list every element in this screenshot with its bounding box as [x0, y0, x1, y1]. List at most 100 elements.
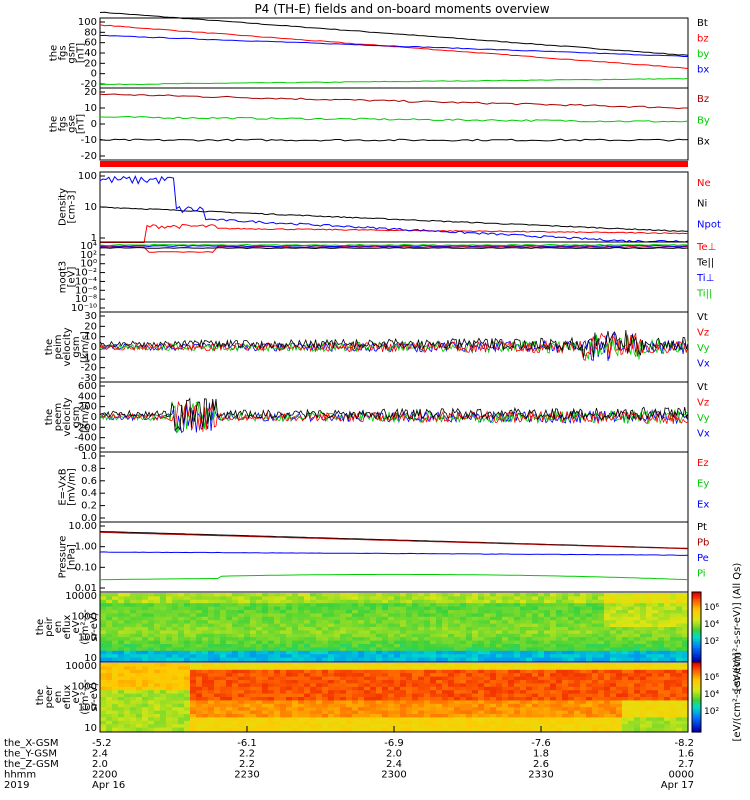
heatmap-cell	[514, 686, 521, 691]
heatmap-cell	[226, 676, 233, 681]
heatmap-cell	[118, 599, 125, 604]
heatmap-cell	[256, 630, 263, 635]
heatmap-cell	[232, 707, 239, 712]
heatmap-cell	[658, 647, 665, 652]
heatmap-cell	[682, 714, 689, 718]
heatmap-cell	[592, 599, 599, 604]
heatmap-cell	[280, 599, 287, 604]
heatmap-cell	[424, 693, 431, 698]
heatmap-cell	[676, 680, 683, 684]
heatmap-cell	[592, 720, 599, 725]
heatmap-cell	[442, 616, 449, 621]
heatmap-cell	[220, 603, 227, 608]
heatmap-cell	[256, 603, 263, 608]
heatmap-cell	[388, 657, 395, 662]
heatmap-cell	[352, 627, 359, 631]
heatmap-cell	[226, 630, 233, 635]
heatmap-cell	[214, 644, 221, 648]
heatmap-cell	[118, 657, 125, 662]
heatmap-cell	[454, 657, 461, 662]
heatmap-cell	[598, 616, 605, 621]
heatmap-cell	[472, 640, 479, 645]
heatmap-cell	[190, 657, 197, 662]
heatmap-cell	[634, 593, 641, 597]
heatmap-cell	[202, 690, 209, 695]
heatmap-cell	[316, 654, 323, 659]
heatmap-cell	[454, 630, 461, 635]
heatmap-cell	[274, 637, 281, 642]
ylabel-line: [km/s]	[80, 331, 91, 363]
heatmap-cell	[388, 610, 395, 614]
heatmap-cell	[382, 676, 389, 681]
heatmap-cell	[652, 647, 659, 652]
heatmap-cell	[502, 613, 509, 618]
heatmap-cell	[106, 606, 113, 611]
heatmap-cell	[466, 680, 473, 684]
heatmap-cell	[580, 650, 587, 655]
heatmap-cell	[592, 650, 599, 655]
heatmap-cell	[586, 613, 593, 618]
heatmap-cell	[526, 593, 533, 597]
heatmap-cell	[376, 657, 383, 662]
heatmap-cell	[382, 613, 389, 618]
heatmap-cell	[334, 627, 341, 631]
heatmap-cell	[298, 717, 305, 722]
heatmap-cell	[160, 640, 167, 645]
heatmap-cell	[226, 727, 233, 732]
heatmap-cell	[334, 606, 341, 611]
heatmap-cell	[484, 633, 491, 638]
heatmap-cell	[346, 690, 353, 695]
heatmap-cell	[160, 666, 167, 671]
heatmap-cell	[526, 727, 533, 732]
heatmap-cell	[676, 640, 683, 645]
heatmap-cell	[238, 666, 245, 671]
heatmap-cell	[382, 720, 389, 725]
heatmap-cell	[676, 596, 683, 601]
heatmap-cell	[550, 720, 557, 725]
heatmap-cell	[256, 690, 263, 695]
heatmap-cell	[130, 633, 137, 638]
heatmap-cell	[586, 640, 593, 645]
heatmap-cell	[232, 593, 239, 597]
heatmap-cell	[442, 680, 449, 684]
heatmap-cell	[322, 663, 329, 667]
heatmap-cell	[298, 669, 305, 674]
heatmap-cell	[544, 616, 551, 621]
heatmap-cell	[190, 630, 197, 635]
heatmap-cell	[658, 633, 665, 638]
heatmap-cell	[640, 657, 647, 662]
heatmap-cell	[670, 697, 677, 701]
heatmap-cell	[544, 686, 551, 691]
heatmap-cell	[130, 707, 137, 712]
colorbar-cell	[692, 650, 701, 654]
heatmap-cell	[448, 627, 455, 631]
heatmap-cell	[628, 683, 635, 688]
heatmap-cell	[412, 697, 419, 701]
colorbar-cell	[692, 692, 701, 696]
heatmap-cell	[430, 616, 437, 621]
heatmap-cell	[472, 727, 479, 732]
heatmap-cell	[214, 683, 221, 688]
heatmap-cell	[628, 700, 635, 705]
heatmap-cell	[598, 666, 605, 671]
ytick-label: 1	[91, 233, 97, 244]
heatmap-cell	[370, 727, 377, 732]
heatmap-cell	[658, 623, 665, 628]
heatmap-cell	[154, 603, 161, 608]
heatmap-cell	[136, 640, 143, 645]
heatmap-cell	[562, 627, 569, 631]
heatmap-cell	[556, 640, 563, 645]
heatmap-cell	[616, 690, 623, 695]
heatmap-cell	[604, 627, 611, 631]
heatmap-cell	[352, 603, 359, 608]
ytick-label: 40	[84, 48, 97, 59]
heatmap-cell	[520, 703, 527, 708]
heatmap-cell	[496, 657, 503, 662]
heatmap-cell	[622, 637, 629, 642]
heatmap-cell	[286, 603, 293, 608]
series-line-Te⊥	[99, 245, 689, 253]
panel-frame-fgs_gsm	[99, 17, 689, 89]
heatmap-cell	[172, 663, 179, 667]
heatmap-cell	[610, 707, 617, 712]
heatmap-cell	[148, 700, 155, 705]
